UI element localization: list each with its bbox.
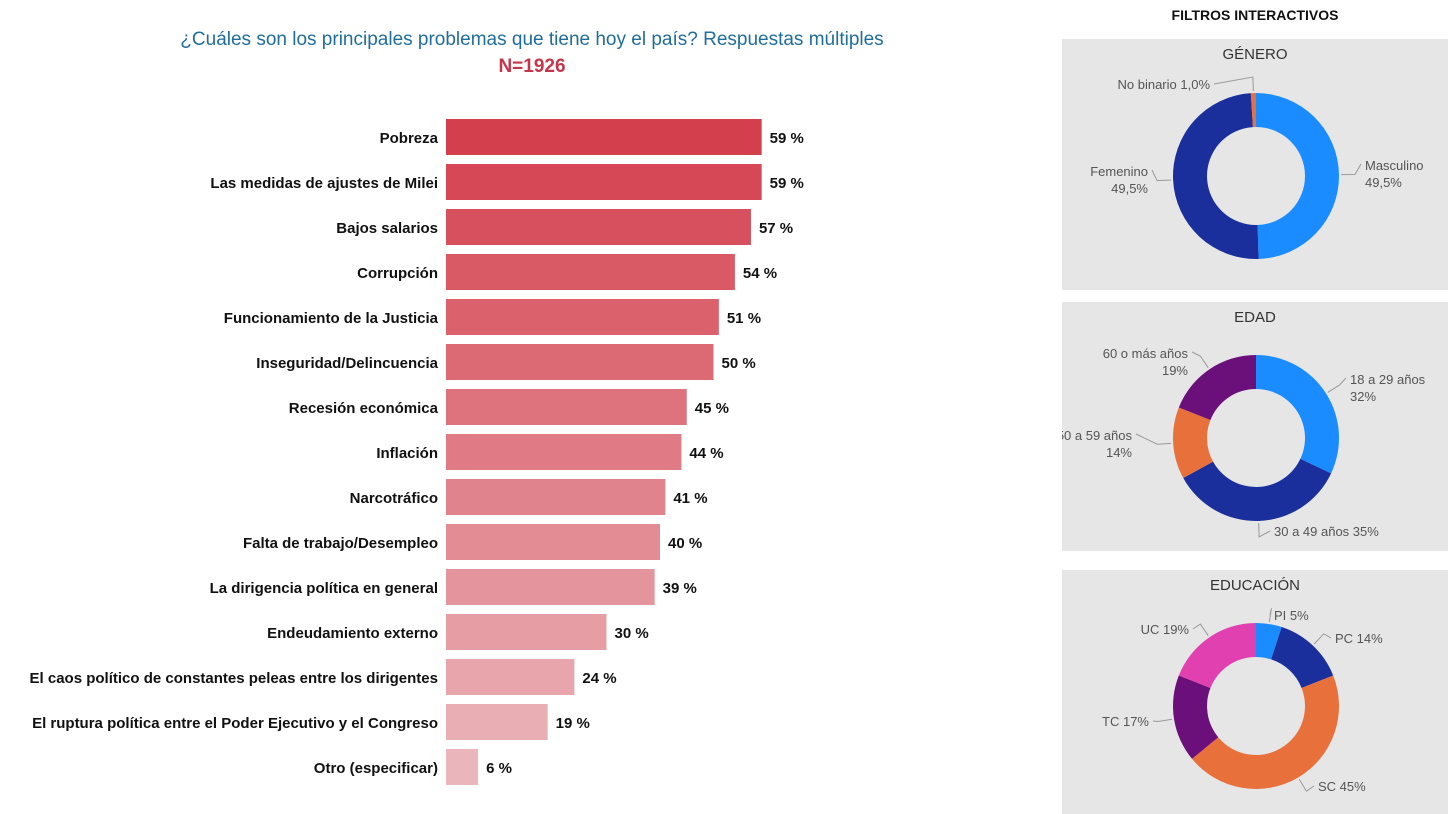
data-label: 39 % [663,580,697,597]
bar[interactable] [446,749,479,785]
category-label: Recesión económica [289,400,439,417]
slice-label: 60 o más años 19% [1103,346,1189,378]
age-filter-panel[interactable]: EDAD 18 a 29 años 32% 30 a 49 años 35% 50 a … [1062,302,1448,551]
bar-rows: Pobreza 59 % Las medidas de ajustes de Mil… [30,119,804,785]
category-label: El ruptura política entre el Poder Ejecu… [32,715,438,732]
data-label: 59 % [770,130,804,147]
age-donut[interactable]: EDAD 18 a 29 años 32% 30 a 49 años 35% 50 a … [1062,302,1448,551]
bar[interactable] [446,434,682,470]
category-label: La dirigencia política en general [210,580,438,597]
bar[interactable] [446,479,666,515]
bar[interactable] [446,569,655,605]
leader-line [1298,778,1315,792]
data-label: 44 % [689,445,723,462]
leader-line [1313,633,1332,645]
filters-title: FILTROS INTERACTIVOS [1171,7,1339,23]
category-label: Inseguridad/Delincuencia [256,355,438,372]
data-label: 40 % [668,535,702,552]
category-label: Bajos salarios [336,220,438,237]
bar[interactable] [446,344,714,380]
slice-label: PI 5% [1274,608,1309,623]
leader-line [1268,608,1272,623]
bar[interactable] [446,524,660,560]
slice-label: 30 a 49 años 35% [1274,524,1379,539]
data-label: 24 % [582,670,616,687]
data-label: 41 % [673,490,707,507]
leader-line [1213,76,1254,92]
category-label: Otro (especificar) [314,760,438,777]
gender-filter-panel[interactable]: GÉNERO Masculino 49,5% Femenino 49,5% No bina… [1062,39,1448,290]
bar[interactable] [446,119,762,155]
bar[interactable] [446,614,607,650]
slice-label: SC 45% [1318,779,1366,794]
category-label: Corrupción [357,265,438,282]
donut-slice[interactable] [1173,407,1214,478]
slice-label: UC 19% [1141,622,1190,637]
donut-slice[interactable] [1173,93,1259,259]
leader-line [1340,163,1362,176]
donut-slice[interactable] [1256,623,1282,660]
donut-slice[interactable] [1250,93,1256,128]
leader-line [1151,169,1172,182]
chart-title: ¿Cuáles son los principales problemas qu… [180,29,883,50]
leader-line [1258,522,1271,538]
slice-label: Femenino 49,5% [1090,164,1148,196]
category-label: Funcionamiento de la Justicia [224,310,439,327]
donut-title: GÉNERO [1222,46,1287,63]
donut-title: EDAD [1234,309,1276,326]
data-label: 57 % [759,220,793,237]
bar[interactable] [446,164,762,200]
slice-label: No binario 1,0% [1118,77,1211,92]
leader-line [1327,377,1347,393]
category-label: Las medidas de ajustes de Milei [210,175,438,192]
slice-label: TC 17% [1102,714,1149,729]
slice-label: PC 14% [1335,631,1383,646]
donut-slice[interactable] [1192,675,1339,789]
data-label: 45 % [695,400,729,417]
data-label: 19 % [556,715,590,732]
donut-slice[interactable] [1173,675,1219,759]
bar[interactable] [446,704,548,740]
category-label: El caos político de constantes peleas en… [30,670,438,687]
chart-subtitle: N=1926 [498,56,565,77]
data-label: 59 % [770,175,804,192]
data-label: 6 % [486,760,512,777]
education-donut[interactable]: EDUCACIÓN PI 5% PC 14% SC 45% TC 17% UC 19% [1062,570,1448,814]
gender-donut[interactable]: GÉNERO Masculino 49,5% Femenino 49,5% No bina… [1062,39,1448,290]
donut-slice[interactable] [1271,627,1334,688]
data-label: 30 % [615,625,649,642]
data-label: 51 % [727,310,761,327]
bar[interactable] [446,209,751,245]
leader-line [1152,718,1173,722]
donut-title: EDUCACIÓN [1210,577,1300,594]
data-label: 54 % [743,265,777,282]
bar-chart: ¿Cuáles son los principales problemas qu… [30,29,884,785]
leader-line [1192,623,1209,636]
leader-line [1191,351,1209,368]
bar[interactable] [446,389,687,425]
donut-slice[interactable] [1256,93,1339,259]
bar[interactable] [446,254,735,290]
slice-label: 50 a 59 años 14% [1062,428,1132,460]
category-label: Falta de trabajo/Desempleo [243,535,438,552]
education-filter-panel[interactable]: EDUCACIÓN PI 5% PC 14% SC 45% TC 17% UC 19% [1062,570,1448,814]
leader-line [1135,433,1172,445]
category-label: Inflación [376,445,438,462]
bar[interactable] [446,299,719,335]
donut-slice[interactable] [1183,458,1332,521]
category-label: Pobreza [380,130,439,147]
category-label: Endeudamiento externo [267,625,438,642]
donut-slice[interactable] [1178,355,1256,420]
donut-slice[interactable] [1178,623,1256,688]
slice-label: Masculino 49,5% [1365,158,1424,190]
donut-slice[interactable] [1256,355,1339,474]
data-label: 50 % [722,355,756,372]
bar[interactable] [446,659,575,695]
slice-label: 18 a 29 años 32% [1350,372,1426,404]
category-label: Narcotráfico [350,490,438,507]
